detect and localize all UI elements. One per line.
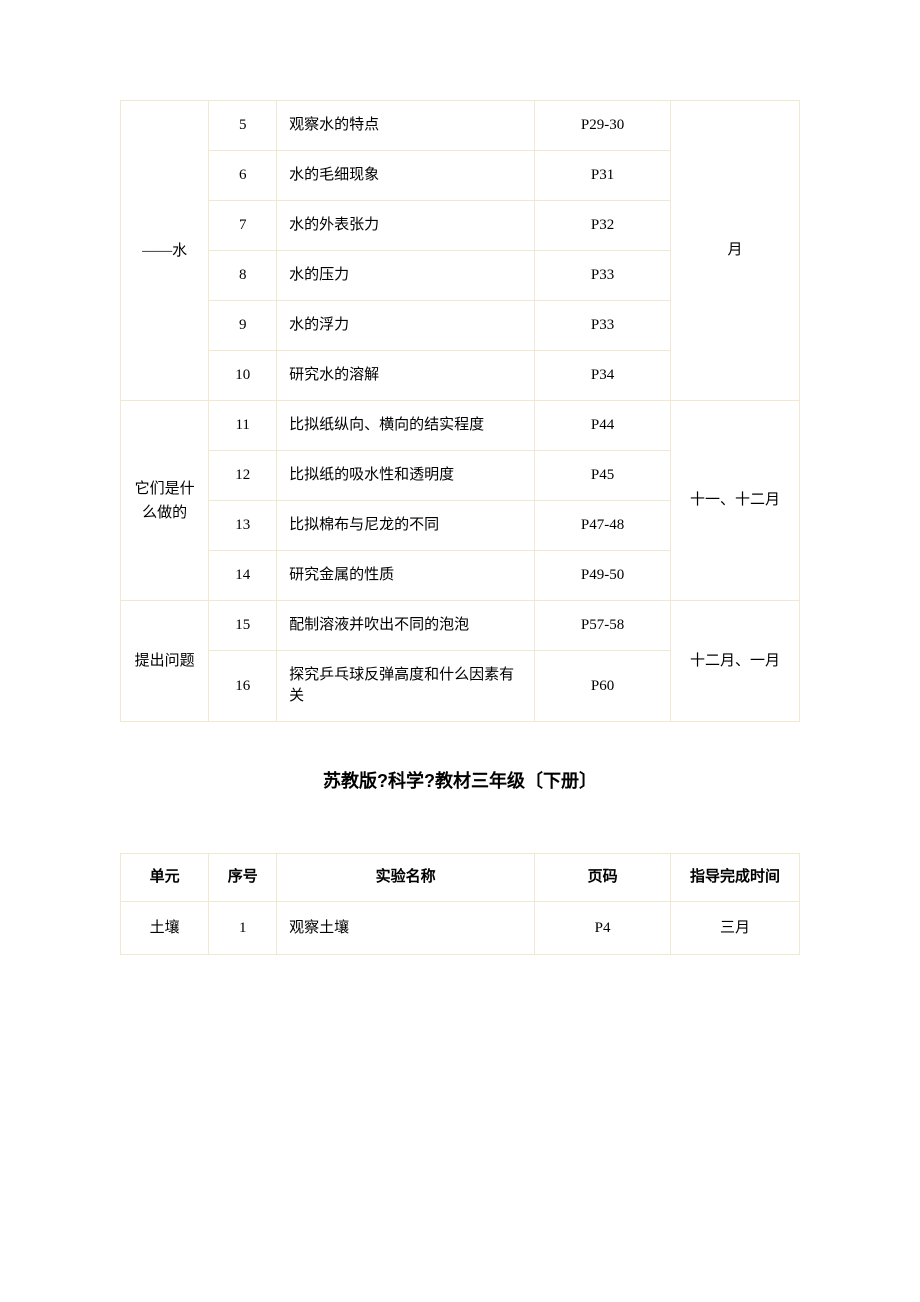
cell-unit: 提出问题 bbox=[121, 601, 209, 722]
cell-page: P44 bbox=[535, 401, 671, 451]
cell-name: 比拟纸纵向、横向的结实程度 bbox=[277, 401, 535, 451]
cell-page: P29-30 bbox=[535, 101, 671, 151]
cell-seq: 13 bbox=[209, 501, 277, 551]
experiment-table-lower: 单元 序号 实验名称 页码 指导完成时间 土壤1观察土壤P4三月 bbox=[120, 853, 800, 955]
cell-name: 观察土壤 bbox=[277, 902, 535, 955]
cell-name: 水的浮力 bbox=[277, 301, 535, 351]
cell-seq: 1 bbox=[209, 902, 277, 955]
cell-seq: 6 bbox=[209, 151, 277, 201]
cell-page: P45 bbox=[535, 451, 671, 501]
cell-page: P47-48 bbox=[535, 501, 671, 551]
cell-name: 水的外表张力 bbox=[277, 201, 535, 251]
header-name: 实验名称 bbox=[277, 854, 535, 902]
cell-time: 三月 bbox=[670, 902, 799, 955]
cell-page: P57-58 bbox=[535, 601, 671, 651]
cell-seq: 9 bbox=[209, 301, 277, 351]
cell-seq: 15 bbox=[209, 601, 277, 651]
cell-page: P4 bbox=[535, 902, 671, 955]
cell-page: P60 bbox=[535, 651, 671, 722]
cell-name: 比拟纸的吸水性和透明度 bbox=[277, 451, 535, 501]
header-page: 页码 bbox=[535, 854, 671, 902]
cell-name: 水的毛细现象 bbox=[277, 151, 535, 201]
cell-time: 十二月、一月 bbox=[670, 601, 799, 722]
cell-name: 观察水的特点 bbox=[277, 101, 535, 151]
table-row: 土壤1观察土壤P4三月 bbox=[121, 902, 800, 955]
cell-unit: 它们是什么做的 bbox=[121, 401, 209, 601]
cell-name: 比拟棉布与尼龙的不同 bbox=[277, 501, 535, 551]
experiment-table-upper: ——水5观察水的特点P29-30月6水的毛细现象P317水的外表张力P328水的… bbox=[120, 100, 800, 722]
cell-page: P32 bbox=[535, 201, 671, 251]
cell-page: P33 bbox=[535, 301, 671, 351]
cell-seq: 16 bbox=[209, 651, 277, 722]
cell-time: 十一、十二月 bbox=[670, 401, 799, 601]
header-seq: 序号 bbox=[209, 854, 277, 902]
header-time: 指导完成时间 bbox=[670, 854, 799, 902]
table-header-row: 单元 序号 实验名称 页码 指导完成时间 bbox=[121, 854, 800, 902]
cell-time: 月 bbox=[670, 101, 799, 401]
cell-page: P33 bbox=[535, 251, 671, 301]
table-row: 提出问题15配制溶液并吹出不同的泡泡P57-58十二月、一月 bbox=[121, 601, 800, 651]
cell-name: 探究乒乓球反弹高度和什么因素有关 bbox=[277, 651, 535, 722]
cell-unit: 土壤 bbox=[121, 902, 209, 955]
header-unit: 单元 bbox=[121, 854, 209, 902]
section-title: 苏教版?科学?教材三年级〔下册〕 bbox=[120, 767, 800, 793]
cell-name: 配制溶液并吹出不同的泡泡 bbox=[277, 601, 535, 651]
cell-seq: 11 bbox=[209, 401, 277, 451]
table-row: ——水5观察水的特点P29-30月 bbox=[121, 101, 800, 151]
cell-unit: ——水 bbox=[121, 101, 209, 401]
cell-seq: 10 bbox=[209, 351, 277, 401]
cell-seq: 5 bbox=[209, 101, 277, 151]
cell-name: 水的压力 bbox=[277, 251, 535, 301]
cell-seq: 7 bbox=[209, 201, 277, 251]
cell-page: P31 bbox=[535, 151, 671, 201]
cell-name: 研究水的溶解 bbox=[277, 351, 535, 401]
cell-seq: 8 bbox=[209, 251, 277, 301]
cell-page: P49-50 bbox=[535, 551, 671, 601]
cell-seq: 14 bbox=[209, 551, 277, 601]
cell-seq: 12 bbox=[209, 451, 277, 501]
table-row: 它们是什么做的11比拟纸纵向、横向的结实程度P44十一、十二月 bbox=[121, 401, 800, 451]
cell-name: 研究金属的性质 bbox=[277, 551, 535, 601]
cell-page: P34 bbox=[535, 351, 671, 401]
